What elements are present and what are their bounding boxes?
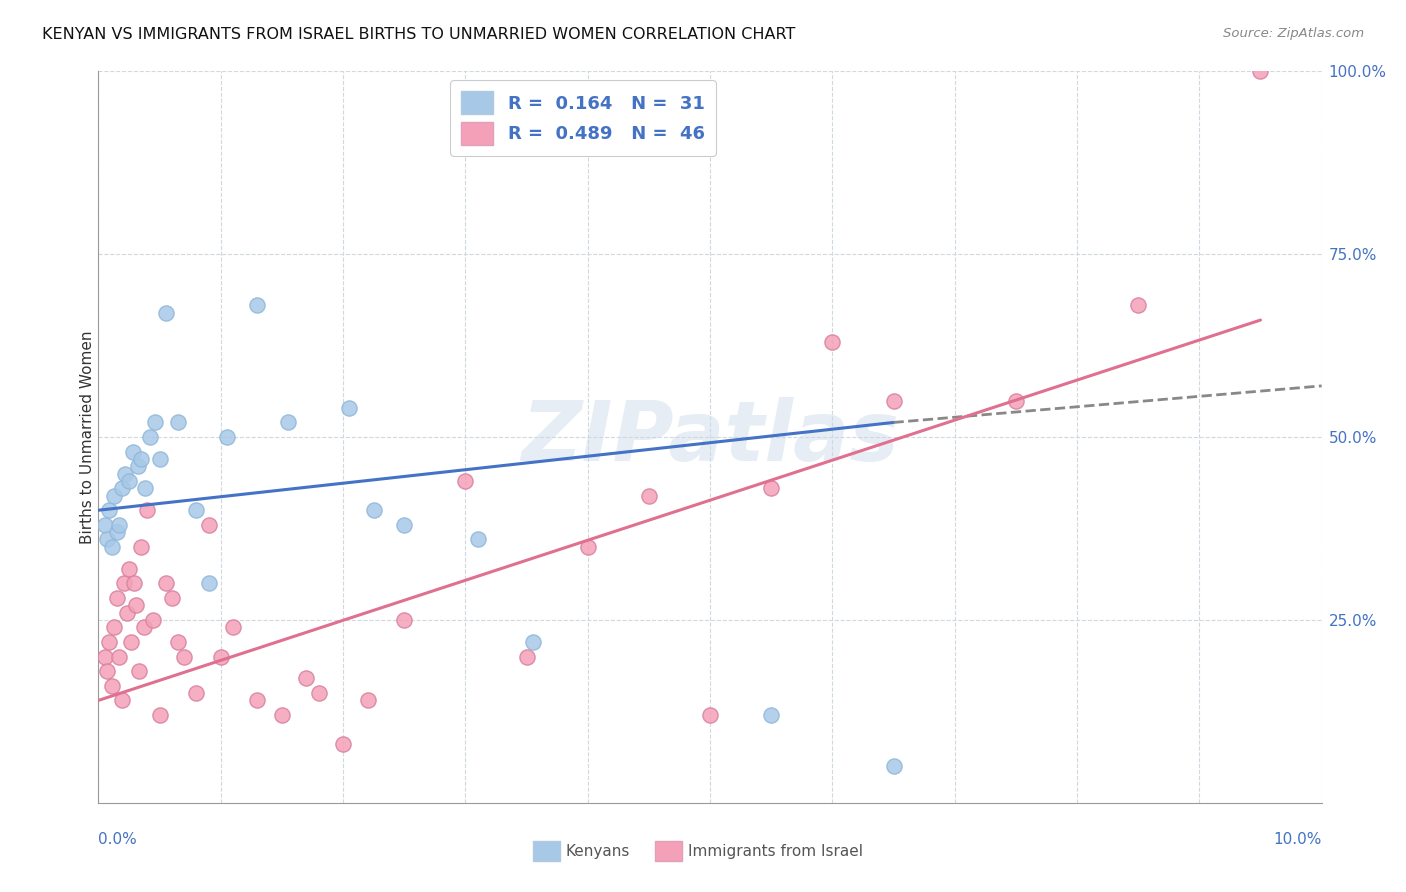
- Point: [277, 416, 299, 430]
- Point: [143, 416, 166, 430]
- Point: [98, 503, 121, 517]
- Point: [197, 517, 219, 532]
- Point: [337, 401, 360, 415]
- Text: Kenyans: Kenyans: [565, 844, 630, 859]
- Text: Immigrants from Israel: Immigrants from Israel: [688, 844, 863, 859]
- Point: [167, 416, 190, 430]
- Point: [142, 613, 165, 627]
- Point: [122, 576, 145, 591]
- Point: [118, 474, 141, 488]
- Point: [103, 489, 125, 503]
- Point: [215, 430, 238, 444]
- Point: [522, 635, 544, 649]
- Point: [129, 452, 152, 467]
- Point: [197, 576, 219, 591]
- Point: [638, 489, 661, 503]
- Point: [308, 686, 330, 700]
- Text: ZIPatlas: ZIPatlas: [522, 397, 898, 477]
- Point: [111, 481, 134, 495]
- Point: [270, 708, 294, 723]
- Point: [1004, 393, 1026, 408]
- Point: [883, 759, 905, 773]
- Point: [134, 481, 156, 495]
- Point: [103, 620, 125, 634]
- Point: [129, 540, 152, 554]
- Point: [112, 576, 135, 591]
- Text: 0.0%: 0.0%: [98, 832, 138, 847]
- Point: [108, 649, 131, 664]
- Point: [1128, 298, 1150, 312]
- Point: [128, 664, 150, 678]
- Point: [96, 664, 118, 678]
- Point: [392, 517, 416, 532]
- Point: [209, 649, 232, 664]
- Point: [108, 517, 131, 532]
- Point: [332, 737, 354, 751]
- Point: [115, 606, 138, 620]
- Point: [821, 334, 844, 349]
- Text: Source: ZipAtlas.com: Source: ZipAtlas.com: [1223, 27, 1364, 40]
- Point: [114, 467, 136, 481]
- Point: [246, 693, 269, 707]
- Point: [98, 635, 121, 649]
- Point: [576, 540, 599, 554]
- Point: [105, 525, 128, 540]
- Point: [121, 444, 143, 458]
- Point: [699, 708, 721, 723]
- Point: [155, 576, 177, 591]
- Point: [160, 591, 183, 605]
- Text: KENYAN VS IMMIGRANTS FROM ISRAEL BIRTHS TO UNMARRIED WOMEN CORRELATION CHART: KENYAN VS IMMIGRANTS FROM ISRAEL BIRTHS …: [42, 27, 796, 42]
- Point: [222, 620, 245, 634]
- Point: [111, 693, 134, 707]
- FancyBboxPatch shape: [655, 841, 682, 862]
- Point: [149, 452, 172, 467]
- Point: [173, 649, 195, 664]
- Point: [761, 708, 783, 723]
- Point: [186, 503, 208, 517]
- Point: [125, 599, 148, 613]
- Point: [883, 393, 905, 408]
- Point: [363, 503, 385, 517]
- Point: [516, 649, 538, 664]
- Point: [120, 635, 142, 649]
- Y-axis label: Births to Unmarried Women: Births to Unmarried Women: [80, 330, 94, 544]
- Point: [186, 686, 208, 700]
- Point: [118, 562, 141, 576]
- Point: [454, 474, 477, 488]
- Legend: R =  0.164   N =  31, R =  0.489   N =  46: R = 0.164 N = 31, R = 0.489 N = 46: [450, 80, 716, 156]
- Point: [93, 517, 115, 532]
- Point: [139, 430, 162, 444]
- Point: [101, 540, 124, 554]
- Point: [1250, 64, 1272, 78]
- Point: [101, 679, 124, 693]
- Point: [149, 708, 172, 723]
- Point: [132, 620, 155, 634]
- Point: [356, 693, 378, 707]
- FancyBboxPatch shape: [533, 841, 560, 862]
- Point: [93, 649, 115, 664]
- Text: 10.0%: 10.0%: [1274, 832, 1322, 847]
- Point: [246, 298, 269, 312]
- Point: [761, 481, 783, 495]
- Point: [295, 672, 318, 686]
- Point: [155, 306, 177, 320]
- Point: [467, 533, 489, 547]
- Point: [392, 613, 416, 627]
- Point: [105, 591, 128, 605]
- Point: [127, 459, 149, 474]
- Point: [167, 635, 190, 649]
- Point: [96, 533, 118, 547]
- Point: [136, 503, 159, 517]
